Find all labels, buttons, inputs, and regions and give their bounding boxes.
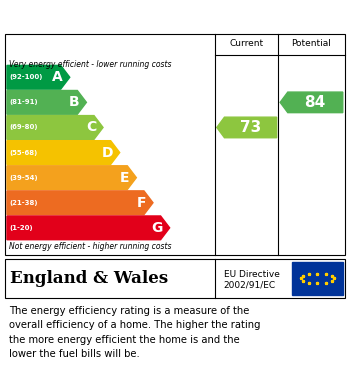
Text: EU Directive: EU Directive <box>224 270 280 279</box>
Text: A: A <box>53 70 63 84</box>
Text: (55-68): (55-68) <box>10 149 38 156</box>
Polygon shape <box>217 117 277 138</box>
Text: D: D <box>102 145 113 160</box>
Text: Very energy efficient - lower running costs: Very energy efficient - lower running co… <box>9 60 171 69</box>
Polygon shape <box>7 65 70 89</box>
Text: E: E <box>120 170 130 185</box>
Text: (69-80): (69-80) <box>10 124 38 131</box>
Polygon shape <box>7 141 120 165</box>
Text: 84: 84 <box>304 95 326 110</box>
Text: F: F <box>137 196 147 210</box>
Polygon shape <box>7 191 153 215</box>
Text: C: C <box>86 120 96 135</box>
Text: Current: Current <box>230 39 264 48</box>
Text: G: G <box>152 221 163 235</box>
Polygon shape <box>7 116 103 139</box>
Polygon shape <box>7 216 169 240</box>
Text: (92-100): (92-100) <box>10 74 43 80</box>
Polygon shape <box>7 90 86 114</box>
Text: The energy efficiency rating is a measure of the
overall efficiency of a home. T: The energy efficiency rating is a measur… <box>9 306 260 359</box>
Polygon shape <box>7 166 136 190</box>
Polygon shape <box>280 92 343 113</box>
Text: Potential: Potential <box>292 39 331 48</box>
Text: (1-20): (1-20) <box>10 225 33 231</box>
Text: (39-54): (39-54) <box>10 175 38 181</box>
Text: Energy Efficiency Rating: Energy Efficiency Rating <box>9 9 230 24</box>
Text: (21-38): (21-38) <box>10 200 38 206</box>
Text: 73: 73 <box>239 120 261 135</box>
Text: 2002/91/EC: 2002/91/EC <box>224 280 276 289</box>
Text: (81-91): (81-91) <box>10 99 38 105</box>
Bar <box>292 262 343 295</box>
Text: B: B <box>69 95 80 109</box>
Text: Not energy efficient - higher running costs: Not energy efficient - higher running co… <box>9 242 171 251</box>
Text: England & Wales: England & Wales <box>10 270 168 287</box>
